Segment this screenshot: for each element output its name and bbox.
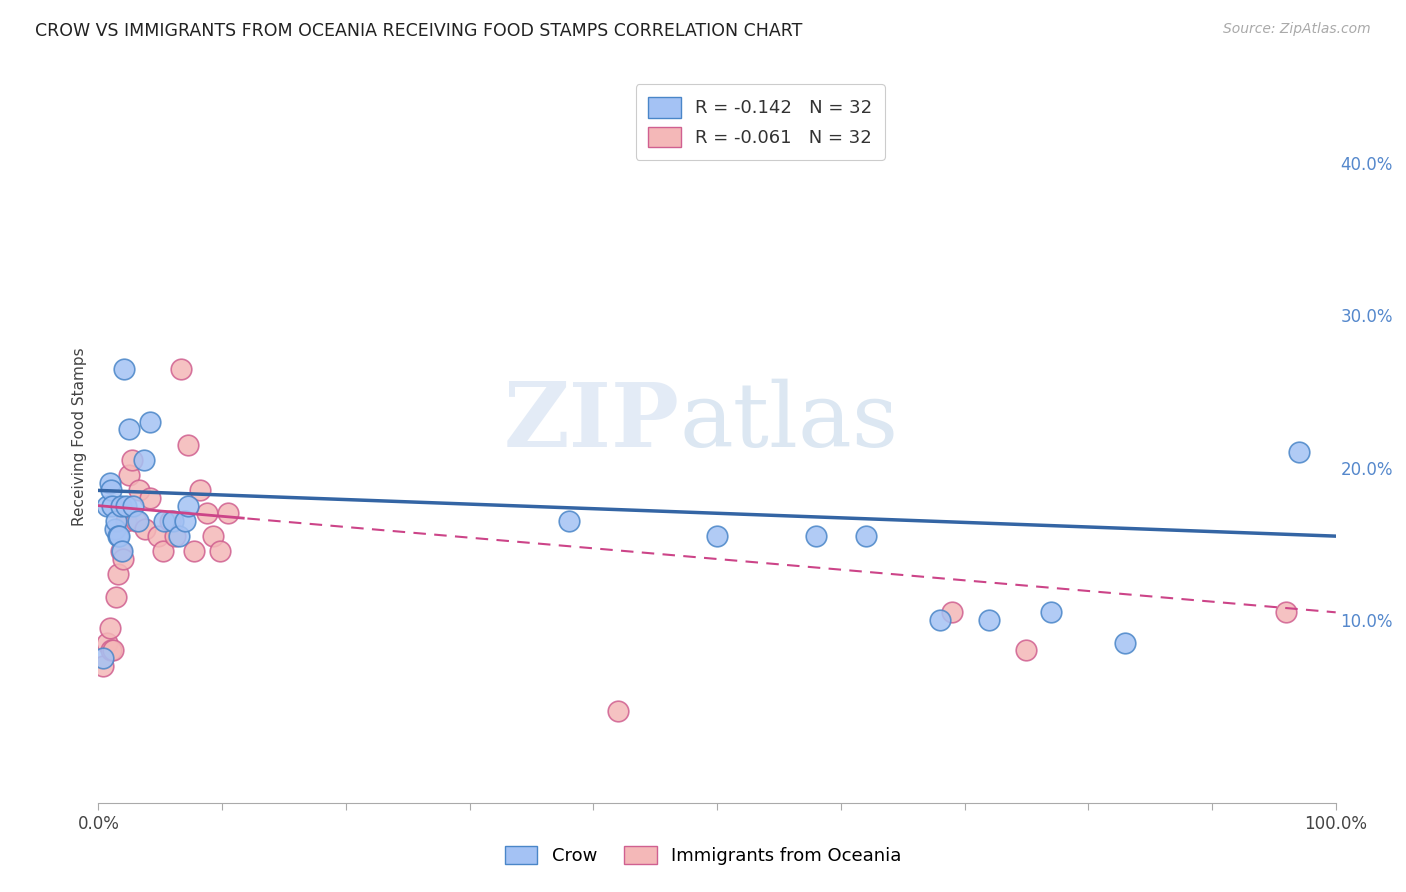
Point [124, 514, 146, 528]
Text: CROW VS IMMIGRANTS FROM OCEANIA RECEIVING FOOD STAMPS CORRELATION CHART: CROW VS IMMIGRANTS FROM OCEANIA RECEIVIN… [35, 22, 803, 40]
Point [114, 514, 136, 528]
Point [104, 590, 127, 604]
Legend: R = -0.142   N = 32, R = -0.061   N = 32: R = -0.142 N = 32, R = -0.061 N = 32 [636, 84, 884, 160]
Point [165, 529, 187, 543]
Point [111, 544, 134, 558]
Point [1015, 643, 1038, 657]
Point [101, 499, 124, 513]
Point [118, 422, 141, 436]
Point [139, 491, 162, 505]
Point [176, 499, 198, 513]
Point [100, 483, 122, 498]
Legend: Crow, Immigrants from Oceania: Crow, Immigrants from Oceania [495, 837, 911, 874]
Point [146, 529, 169, 543]
Point [98, 621, 121, 635]
Point [153, 514, 176, 528]
Point [122, 499, 145, 513]
Point [174, 514, 197, 528]
Point [162, 514, 184, 528]
Point [208, 544, 231, 558]
Point [104, 514, 127, 528]
Point [134, 521, 156, 535]
Point [176, 438, 198, 452]
Point [706, 529, 728, 543]
Point [979, 613, 1001, 627]
Point [128, 483, 150, 498]
Text: Source: ZipAtlas.com: Source: ZipAtlas.com [1223, 22, 1371, 37]
Point [118, 468, 141, 483]
Point [93, 658, 115, 673]
Point [112, 552, 135, 566]
Point [167, 529, 190, 543]
Point [1040, 605, 1063, 619]
Text: atlas: atlas [681, 379, 898, 467]
Point [103, 521, 125, 535]
Point [107, 567, 129, 582]
Point [114, 499, 136, 513]
Point [941, 605, 963, 619]
Point [107, 529, 129, 543]
Point [96, 499, 118, 513]
Point [139, 415, 162, 429]
Point [96, 636, 118, 650]
Point [855, 529, 877, 543]
Point [1288, 445, 1310, 459]
Point [1114, 636, 1136, 650]
Point [607, 705, 630, 719]
Y-axis label: Receiving Food Stamps: Receiving Food Stamps [72, 348, 87, 526]
Point [183, 544, 205, 558]
Point [557, 514, 579, 528]
Point [110, 499, 132, 513]
Point [112, 361, 135, 376]
Point [152, 544, 174, 558]
Point [98, 475, 121, 490]
Point [93, 651, 115, 665]
Point [103, 643, 125, 657]
Point [195, 506, 218, 520]
Point [217, 506, 239, 520]
Point [121, 453, 143, 467]
Point [1275, 605, 1298, 619]
Point [202, 529, 225, 543]
Text: ZIP: ZIP [505, 379, 681, 466]
Point [134, 453, 156, 467]
Point [127, 514, 149, 528]
Point [804, 529, 827, 543]
Point [928, 613, 950, 627]
Point [170, 361, 193, 376]
Point [188, 483, 211, 498]
Point [159, 514, 181, 528]
Point [110, 544, 132, 558]
Point [100, 643, 122, 657]
Point [108, 529, 131, 543]
